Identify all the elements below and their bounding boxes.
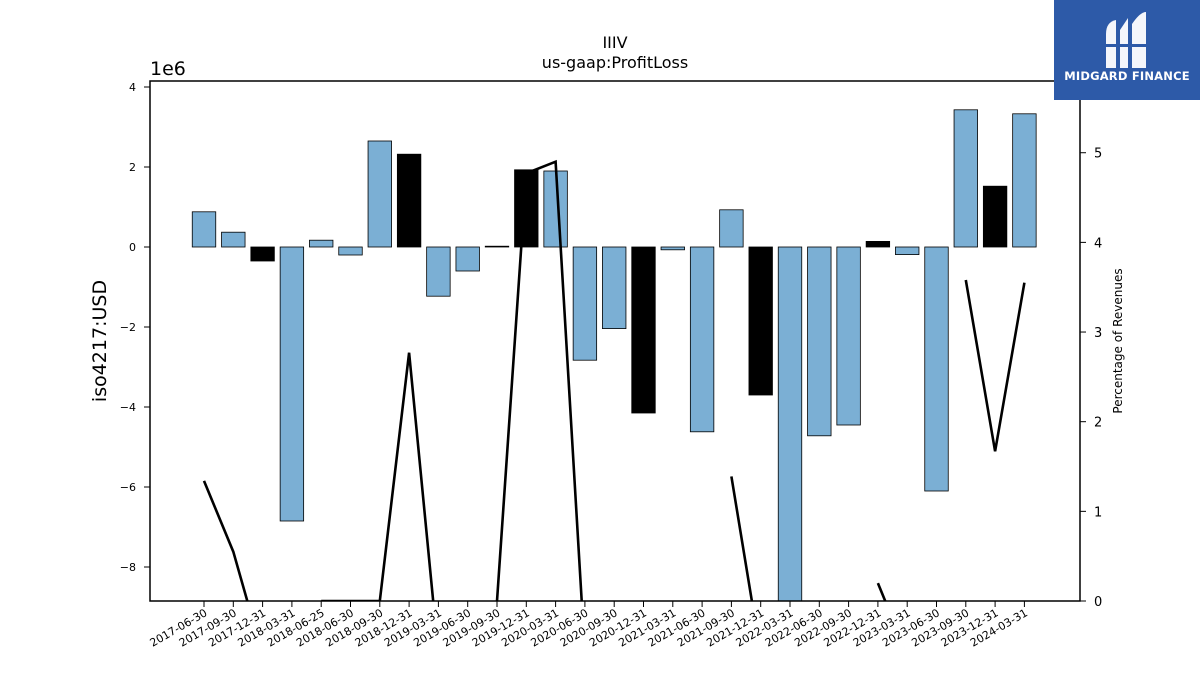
chart-title: IIIV: [602, 33, 627, 52]
bar-2021-12-31: [748, 246, 773, 396]
bar-2019-03-31: [426, 246, 451, 297]
bar-series: [191, 109, 1037, 601]
bar-2023-06-30: [924, 246, 949, 492]
x-axis-ticks: 2017-06-302017-09-302017-12-312018-03-31…: [148, 601, 1030, 650]
bar-2023-03-31: [895, 246, 920, 255]
y2-tick-label: 5: [1094, 147, 1102, 162]
bar-2021-09-30: [719, 209, 744, 248]
y-tick-label: 4: [129, 81, 136, 94]
bar-2017-06-30: [191, 211, 217, 248]
chart-title-group: IIIV us-gaap:ProfitLoss: [542, 33, 688, 72]
bar-2023-09-30: [953, 109, 978, 248]
bar-2021-03-31: [660, 246, 685, 251]
y-tick-label: −6: [120, 481, 136, 494]
bar-2020-09-30: [602, 246, 627, 329]
y-tick-label: −2: [120, 321, 136, 334]
chart-subtitle: us-gaap:ProfitLoss: [542, 53, 688, 72]
y2-tick-label: 4: [1094, 236, 1102, 251]
revenue-line-series: [202, 159, 1026, 601]
bar-2019-09-30: [484, 245, 510, 248]
bar-2018-09-30: [367, 140, 392, 248]
y2-axis-label: Percentage of Revenues: [1111, 268, 1125, 413]
bar-2017-12-31: [250, 246, 275, 262]
bar-2022-06-30: [807, 246, 832, 437]
y2-tick-label: 2: [1094, 416, 1102, 431]
y-tick-label: −4: [120, 401, 136, 414]
bar-2017-09-30: [221, 231, 246, 248]
bar-2019-12-31: [514, 169, 539, 248]
bar-2018-06-30: [338, 246, 363, 256]
y-axis-ticks: −8 −6 −4 −2 0 2 4: [120, 81, 150, 574]
bar-2022-09-30: [836, 246, 861, 426]
y-tick-label: 2: [129, 161, 136, 174]
y-offset-label: 1e6: [150, 58, 186, 80]
bar-2022-12-31: [865, 240, 891, 248]
y2-tick-label: 3: [1094, 326, 1102, 341]
bar-2021-06-30: [689, 246, 715, 433]
bar-2019-06-30: [455, 246, 480, 272]
bar-2023-12-31: [982, 185, 1008, 248]
bar-2024-03-31: [1012, 113, 1037, 248]
y-axis-label: iso4217:USD: [89, 280, 111, 402]
brand-name: MIDGARD FINANCE: [1064, 69, 1190, 83]
bar-2020-06-30: [572, 246, 598, 361]
bar-2022-03-31: [777, 246, 803, 601]
y2-axis-ticks: 0 1 2 3 4 5: [1080, 147, 1102, 610]
bar-2018-03-31: [279, 246, 305, 522]
bar-2018-12-31: [396, 153, 422, 248]
bar-2020-12-31: [631, 246, 656, 414]
midgard-logo-icon: [1104, 12, 1150, 68]
y-tick-label: 0: [129, 241, 136, 254]
y-tick-label: −8: [120, 561, 136, 574]
revenue-percentage-line: [202, 159, 1026, 601]
plot-frame: [149, 80, 1081, 602]
brand-logo: MIDGARD FINANCE: [1054, 0, 1200, 100]
bar-2018-06-25: [309, 239, 334, 248]
y2-tick-label: 0: [1094, 595, 1102, 610]
y2-tick-label: 1: [1094, 505, 1102, 520]
